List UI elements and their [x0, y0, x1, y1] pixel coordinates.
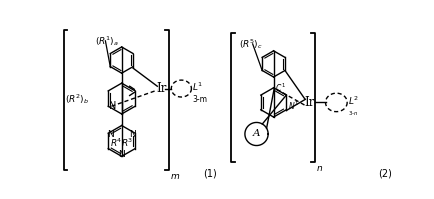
- Text: N: N: [129, 130, 136, 139]
- Text: $L^1$: $L^1$: [192, 81, 204, 93]
- Text: Ir: Ir: [156, 82, 166, 95]
- Text: m: m: [171, 172, 179, 181]
- Text: (1): (1): [203, 169, 217, 179]
- Text: (2): (2): [378, 169, 392, 179]
- Text: $C^1$: $C^1$: [275, 82, 286, 94]
- Text: $N^1$: $N^1$: [288, 100, 299, 112]
- Text: $(R^5)_c$: $(R^5)_c$: [239, 37, 263, 51]
- Text: N: N: [109, 100, 116, 110]
- Text: Ir: Ir: [305, 96, 315, 109]
- Text: N: N: [118, 149, 125, 159]
- Text: 3-m: 3-m: [192, 96, 207, 104]
- Text: $_{3\text{-}n}$: $_{3\text{-}n}$: [348, 109, 358, 118]
- Text: $R^3$: $R^3$: [121, 136, 134, 149]
- Text: A: A: [253, 130, 260, 139]
- Text: $(R^1)_a$: $(R^1)_a$: [95, 34, 118, 48]
- Text: N: N: [107, 130, 114, 139]
- Text: n: n: [316, 164, 322, 173]
- Text: $(R^2)_b$: $(R^2)_b$: [65, 92, 89, 106]
- Text: $R^4$: $R^4$: [110, 136, 122, 149]
- Text: $L^2$: $L^2$: [348, 95, 359, 107]
